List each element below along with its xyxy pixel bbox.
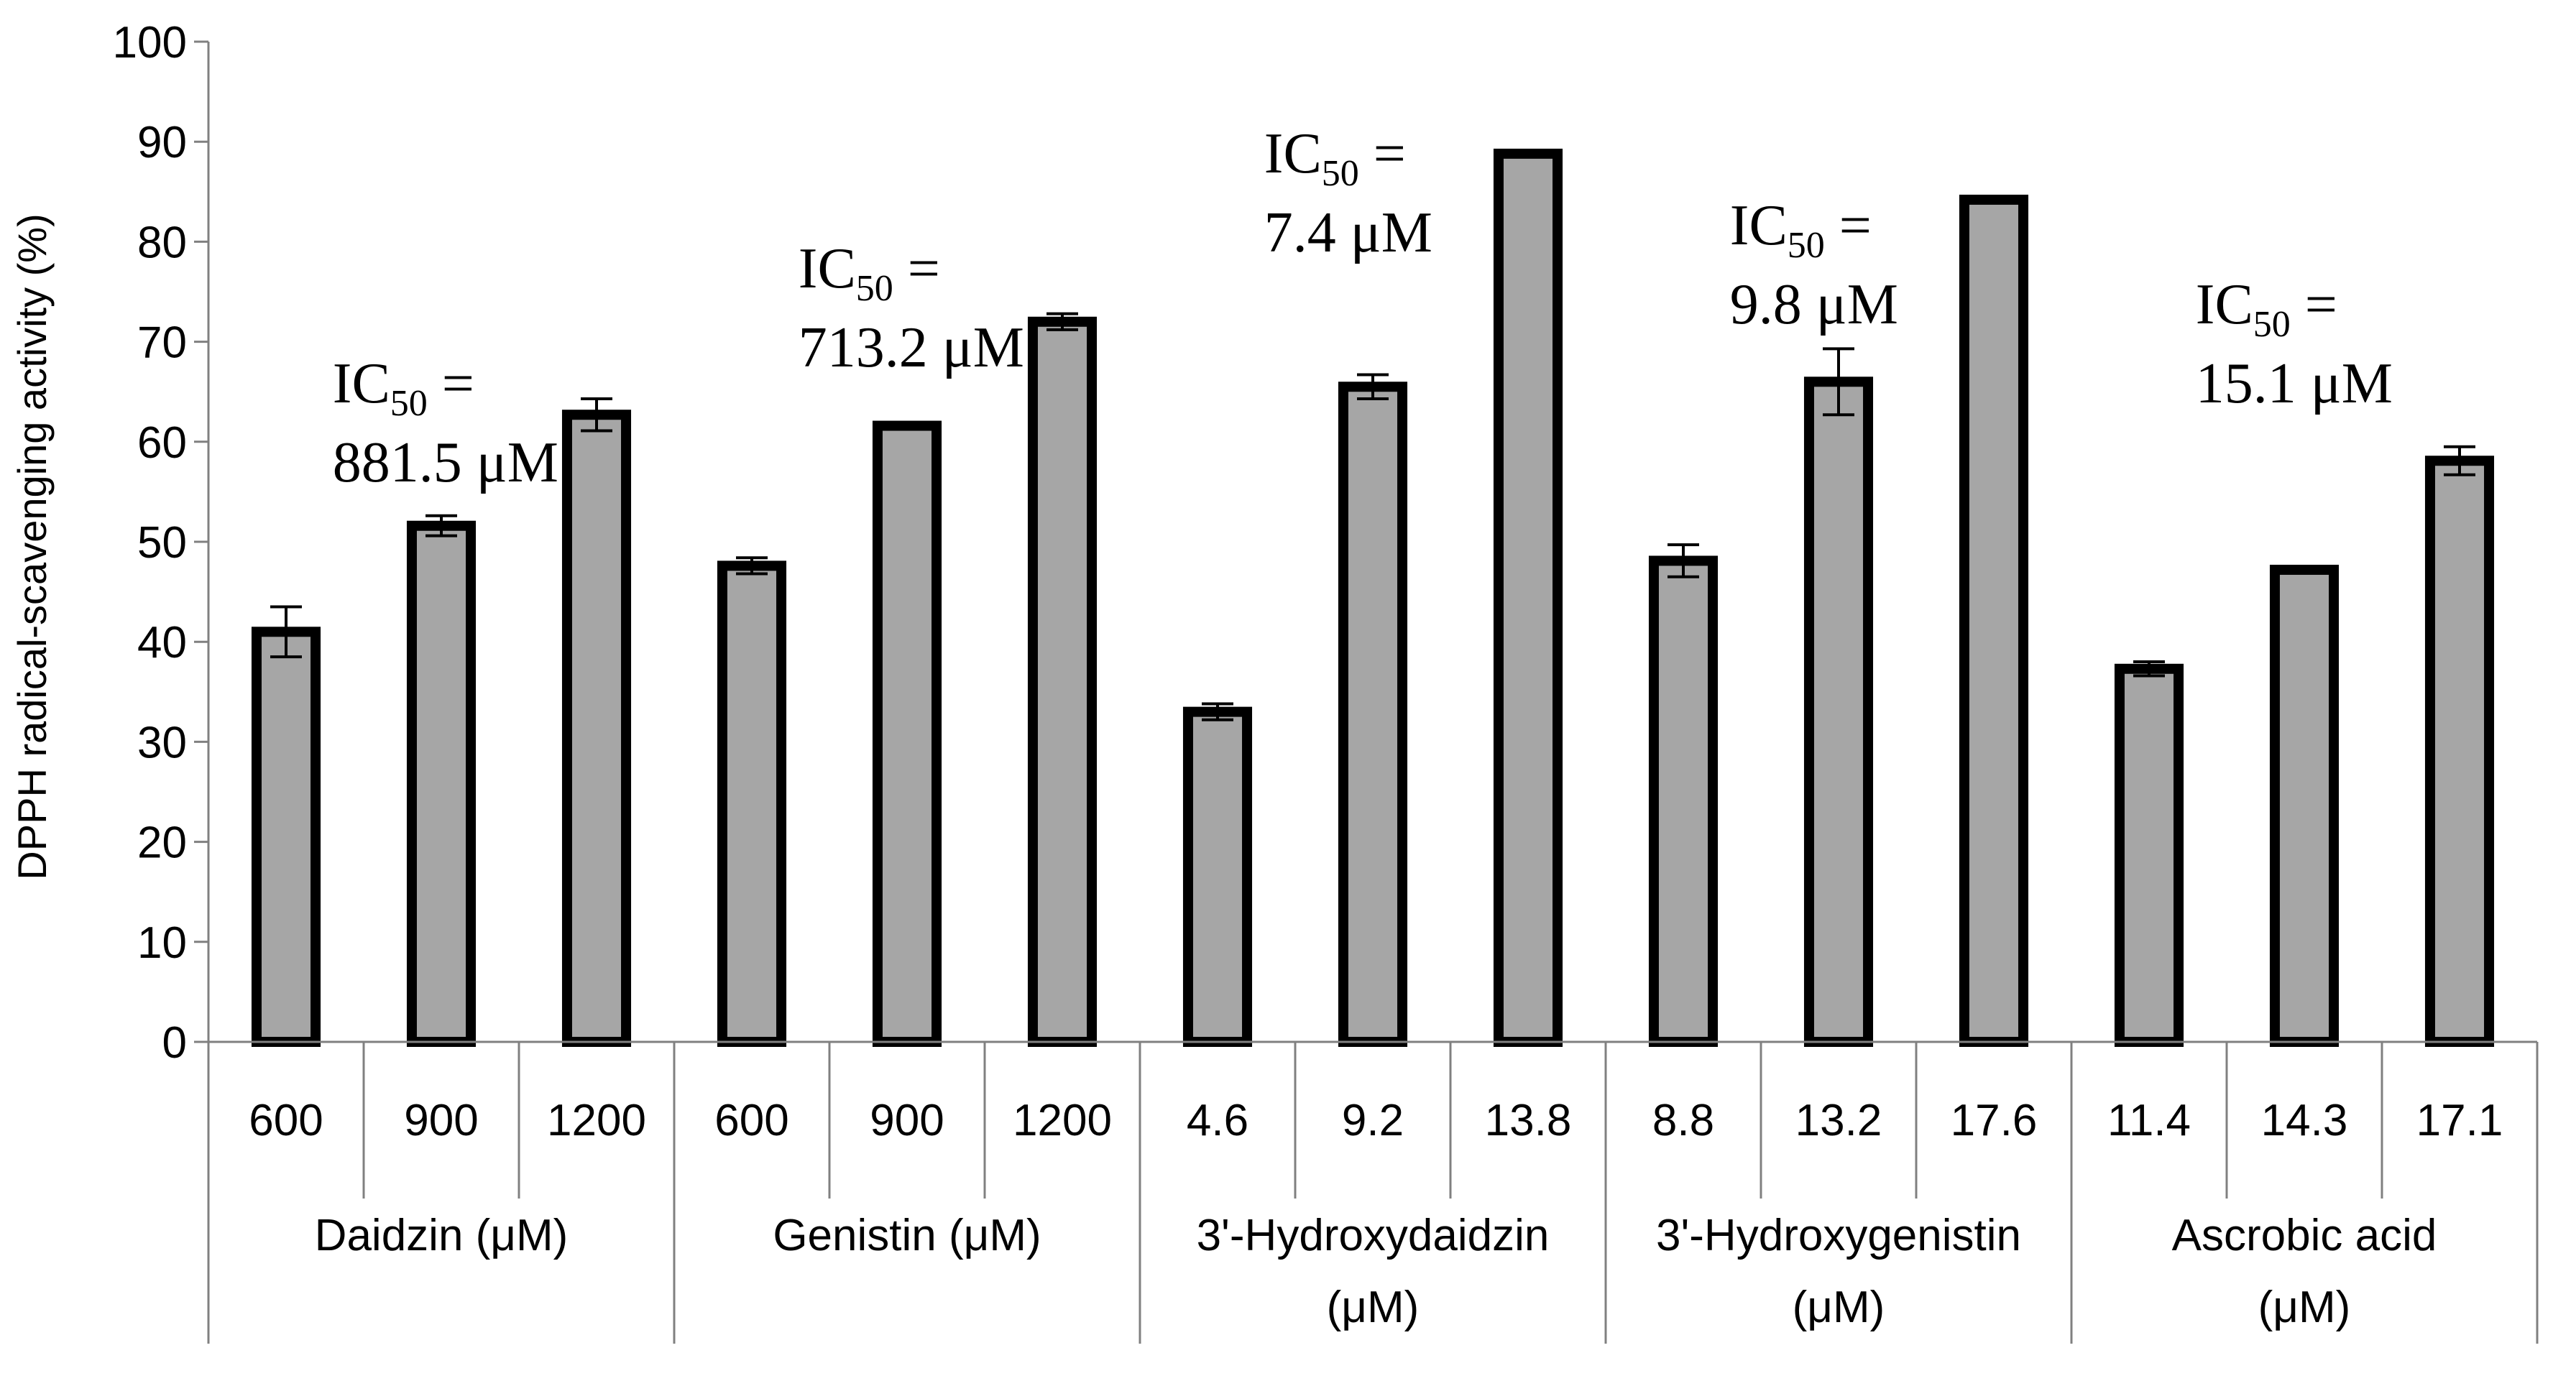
ic50-annotation: IC50 = xyxy=(333,352,474,424)
x-category-label: 8.8 xyxy=(1652,1096,1714,1145)
bar xyxy=(406,520,477,1047)
ic50-annotation: IC50 = xyxy=(1264,122,1406,194)
bar xyxy=(2269,564,2340,1047)
bar xyxy=(1959,194,2029,1047)
x-category-label: 600 xyxy=(249,1096,323,1145)
x-group-label: Genistin (μM) xyxy=(773,1211,1041,1260)
x-category-label: 13.8 xyxy=(1485,1096,1572,1145)
bar xyxy=(2424,456,2495,1047)
bar xyxy=(1338,382,1408,1047)
ic50-value: 9.8 μM xyxy=(1730,273,1898,336)
y-axis-title: DPPH radical-scavenging activity (%) xyxy=(9,213,55,879)
y-tick-label: 30 xyxy=(137,718,187,767)
x-group-label: (μM) xyxy=(2258,1283,2351,1332)
ic50-annotation: IC50 = xyxy=(799,237,940,309)
bar xyxy=(1182,706,1253,1047)
ic50-value: 7.4 μM xyxy=(1264,201,1432,264)
x-category-label: 17.1 xyxy=(2416,1096,2503,1145)
bar xyxy=(1648,555,1719,1047)
x-group-label: Ascrobic acid xyxy=(2172,1211,2437,1260)
bar xyxy=(561,410,632,1047)
y-tick-label: 100 xyxy=(113,18,187,68)
ic50-value: 713.2 μM xyxy=(799,316,1024,379)
bar xyxy=(872,420,942,1047)
x-group-label: 3'-Hydroxygenistin xyxy=(1656,1211,2021,1260)
x-group-label: (μM) xyxy=(1327,1283,1420,1332)
y-tick-label: 70 xyxy=(137,318,187,368)
x-group-label: 3'-Hydroxydaidzin xyxy=(1197,1211,1550,1260)
x-group-label: (μM) xyxy=(1793,1283,1885,1332)
bar xyxy=(1493,148,1563,1047)
x-category-label: 13.2 xyxy=(1795,1096,1882,1145)
bar xyxy=(2114,663,2184,1047)
x-group-label: Daidzin (μM) xyxy=(315,1211,569,1260)
y-tick-label: 40 xyxy=(137,618,187,668)
x-category-label: 17.6 xyxy=(1951,1096,2038,1145)
y-tick-label: 10 xyxy=(137,918,187,968)
y-tick-label: 90 xyxy=(137,118,187,167)
x-category-label: 900 xyxy=(870,1096,944,1145)
x-category-label: 600 xyxy=(714,1096,788,1145)
x-category-label: 4.6 xyxy=(1187,1096,1248,1145)
bar xyxy=(1027,316,1098,1047)
bar xyxy=(717,560,787,1047)
y-tick-label: 80 xyxy=(137,218,187,267)
ic50-annotation: IC50 = xyxy=(2196,273,2337,345)
x-category-label: 9.2 xyxy=(1342,1096,1404,1145)
x-category-label: 1200 xyxy=(1013,1096,1112,1145)
x-category-label: 900 xyxy=(404,1096,478,1145)
y-tick-label: 60 xyxy=(137,418,187,468)
ic50-annotation: IC50 = xyxy=(1730,194,1872,266)
y-tick-label: 20 xyxy=(137,818,187,868)
y-tick-label: 50 xyxy=(137,518,187,568)
bar xyxy=(251,627,321,1047)
ic50-value: 15.1 μM xyxy=(2196,352,2393,415)
x-category-label: 14.3 xyxy=(2261,1096,2348,1145)
ic50-value: 881.5 μM xyxy=(333,431,558,494)
bar xyxy=(1803,377,1874,1047)
x-category-label: 11.4 xyxy=(2107,1096,2191,1145)
y-tick-label: 0 xyxy=(162,1018,187,1068)
x-category-label: 1200 xyxy=(547,1096,646,1145)
